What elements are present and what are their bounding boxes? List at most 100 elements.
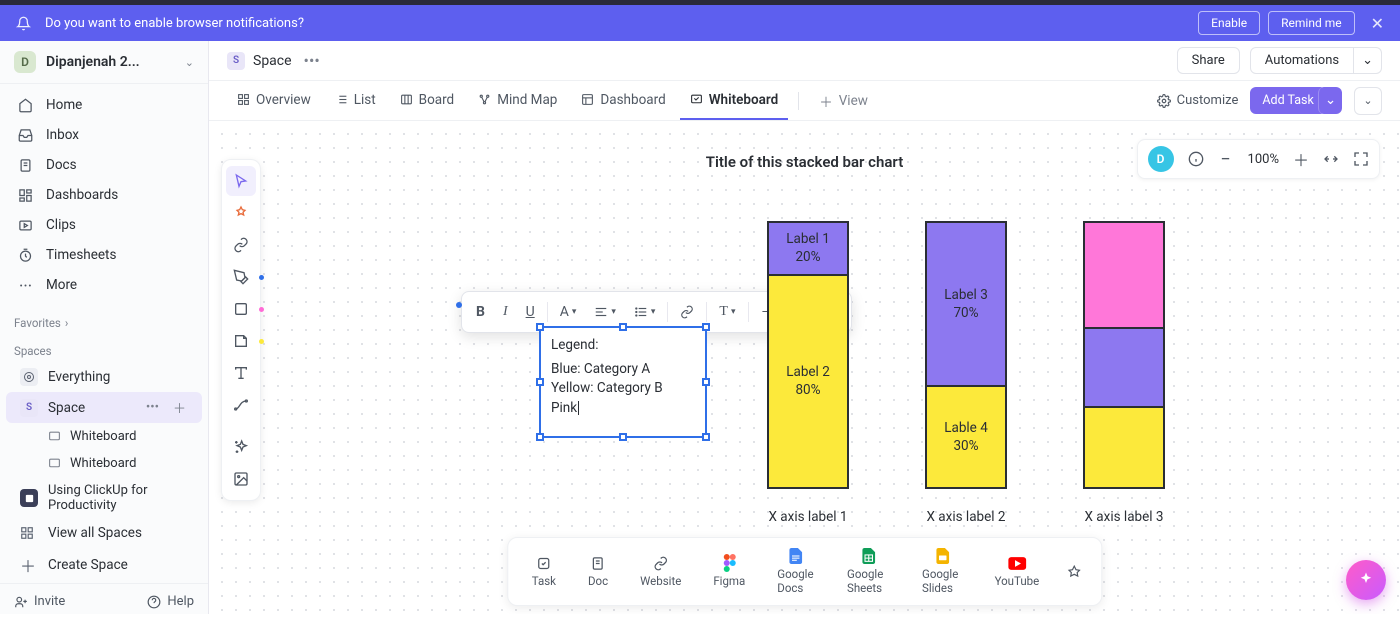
invite-button[interactable]: Invite: [14, 594, 65, 609]
dock-gsheets[interactable]: Google Sheets: [833, 544, 904, 599]
text-size-dropdown[interactable]: T▾: [711, 298, 743, 326]
bar-stack[interactable]: Label 370% Lable 430%: [925, 221, 1007, 489]
customize-button[interactable]: Customize: [1157, 93, 1239, 108]
nav-dashboards[interactable]: Dashboards: [0, 180, 208, 210]
nav-label: Home: [46, 97, 82, 113]
tool-shape[interactable]: [226, 294, 256, 324]
resize-handle[interactable]: [702, 323, 710, 331]
nav-docs[interactable]: Docs: [0, 150, 208, 180]
automations-dropdown[interactable]: ⌄: [1354, 47, 1382, 74]
resize-handle[interactable]: [536, 433, 544, 441]
link-button[interactable]: [672, 299, 702, 325]
view-all-spaces[interactable]: View all Spaces: [6, 519, 202, 547]
ai-fab-button[interactable]: [1346, 560, 1386, 600]
add-task-button[interactable]: Add Task: [1250, 87, 1325, 114]
align-dropdown[interactable]: ▾: [586, 299, 624, 325]
close-icon[interactable]: ✕: [1371, 14, 1384, 33]
sidebar-whiteboard-2[interactable]: Whiteboard: [0, 450, 208, 477]
breadcrumb-bar: S Space ••• Share Automations ⌄: [209, 41, 1400, 81]
tab-mindmap[interactable]: Mind Map: [468, 81, 567, 120]
whiteboard-icon: [48, 457, 62, 470]
sidebar: D Dipanjenah 2... ⌄ Home Inbox Docs Dash…: [0, 41, 209, 614]
nav-home[interactable]: Home: [0, 90, 208, 120]
gdocs-icon: [790, 548, 803, 564]
sidebar-whiteboard-1[interactable]: Whiteboard: [0, 423, 208, 450]
nav-label: Dashboards: [46, 187, 118, 203]
nav-clips[interactable]: Clips: [0, 210, 208, 240]
workspace-switcher[interactable]: D Dipanjenah 2... ⌄: [0, 41, 208, 84]
favorites-header[interactable]: Favorites ›: [0, 306, 208, 334]
chart-title[interactable]: Title of this stacked bar chart: [209, 153, 1400, 171]
help-button[interactable]: Help: [147, 594, 194, 609]
legend-text-box[interactable]: Legend: Blue: Category A Yellow: Categor…: [539, 326, 707, 438]
bar-stack[interactable]: [1083, 221, 1165, 489]
enable-button[interactable]: Enable: [1198, 11, 1260, 35]
breadcrumb-name[interactable]: Space: [253, 53, 292, 69]
tab-list[interactable]: List: [325, 81, 386, 120]
tab-overview[interactable]: Overview: [227, 81, 321, 120]
bar-column[interactable]: Label 370%Lable 430%X axis label 2: [925, 221, 1007, 525]
tool-image[interactable]: [226, 464, 256, 494]
tool-ai[interactable]: [226, 198, 256, 228]
create-space[interactable]: ＋ Create Space: [6, 547, 202, 583]
space-more-icon[interactable]: •••: [144, 400, 161, 415]
text-style-dropdown[interactable]: A▾: [552, 298, 585, 326]
stacked-bar-chart[interactable]: Label 120%Label 280%X axis label 1Label …: [767, 221, 1165, 525]
bar-column[interactable]: Label 120%Label 280%X axis label 1: [767, 221, 849, 525]
whiteboard-canvas[interactable]: D − 100% ＋: [209, 121, 1400, 614]
resize-handle[interactable]: [536, 323, 544, 331]
tool-pen[interactable]: [226, 262, 256, 292]
space-space[interactable]: S Space ••• ＋: [6, 392, 202, 423]
dock-website[interactable]: Website: [626, 551, 695, 592]
tab-board[interactable]: Board: [390, 81, 465, 120]
dock-task[interactable]: Task: [518, 551, 570, 592]
space-using-clickup[interactable]: Using ClickUp for Productivity: [6, 477, 202, 519]
tool-connector[interactable]: [226, 390, 256, 420]
resize-handle[interactable]: [619, 323, 627, 331]
segment-label: Lable 430%: [944, 419, 988, 455]
bar-stack[interactable]: Label 120%Label 280%: [767, 221, 849, 489]
bar-segment[interactable]: Label 120%: [769, 223, 847, 276]
resize-handle[interactable]: [702, 433, 710, 441]
remind-me-button[interactable]: Remind me: [1268, 11, 1354, 35]
dock-doc[interactable]: Doc: [574, 551, 622, 592]
tool-magic[interactable]: [226, 432, 256, 462]
resize-handle[interactable]: [619, 433, 627, 441]
bold-button[interactable]: B: [468, 298, 493, 326]
bar-segment[interactable]: [1085, 408, 1163, 487]
nav-more[interactable]: More: [0, 270, 208, 300]
tool-sticky[interactable]: [226, 326, 256, 356]
bar-segment[interactable]: Label 370%: [927, 223, 1005, 387]
legend-line: Blue: Category A: [551, 360, 695, 380]
nav-inbox[interactable]: Inbox: [0, 120, 208, 150]
bar-segment[interactable]: Label 280%: [769, 276, 847, 487]
resize-handle[interactable]: [536, 378, 544, 386]
bar-segment[interactable]: Lable 430%: [927, 387, 1005, 487]
nav-timesheets[interactable]: Timesheets: [0, 240, 208, 270]
dock-pin-icon[interactable]: [1057, 561, 1091, 583]
overview-icon: [237, 93, 250, 106]
breadcrumb-more-icon[interactable]: •••: [304, 51, 320, 70]
bar-segment[interactable]: [1085, 223, 1163, 329]
underline-button[interactable]: U: [518, 298, 543, 326]
dock-youtube[interactable]: YouTube: [981, 551, 1054, 592]
italic-button[interactable]: I: [495, 298, 516, 326]
add-view-button[interactable]: ＋View: [809, 91, 878, 111]
tab-whiteboard[interactable]: Whiteboard: [680, 81, 789, 120]
resize-handle[interactable]: [702, 378, 710, 386]
add-task-dropdown[interactable]: ⌄: [1318, 87, 1342, 114]
dock-figma[interactable]: Figma: [699, 551, 759, 592]
automations-button[interactable]: Automations: [1250, 47, 1354, 74]
bar-segment[interactable]: [1085, 329, 1163, 408]
dock-gdocs[interactable]: Google Docs: [763, 544, 829, 599]
share-button[interactable]: Share: [1177, 47, 1240, 74]
space-add-icon[interactable]: ＋: [171, 398, 188, 417]
bar-column[interactable]: X axis label 3: [1083, 221, 1165, 525]
space-everything[interactable]: Everything: [6, 362, 202, 392]
list-dropdown[interactable]: ▾: [626, 299, 664, 325]
dock-gslides[interactable]: Google Slides: [908, 544, 977, 599]
more-options-button[interactable]: ⌄: [1354, 87, 1382, 115]
tab-dashboard[interactable]: Dashboard: [571, 81, 675, 120]
tool-link[interactable]: [226, 230, 256, 260]
tool-text[interactable]: [226, 358, 256, 388]
